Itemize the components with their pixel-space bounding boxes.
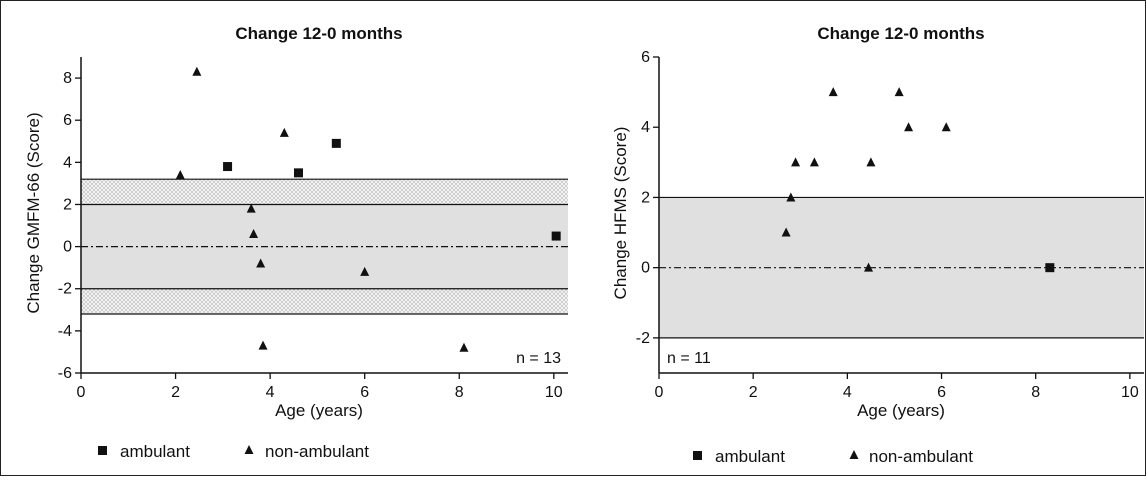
legend-right: ambulant non-ambulant <box>693 447 973 466</box>
legend-label-non-ambulant: non-ambulant <box>265 442 369 461</box>
legend-label-non-ambulant: non-ambulant <box>869 447 973 466</box>
x-tick-label: 4 <box>266 384 275 401</box>
chart-title: Change 12-0 months <box>235 24 402 43</box>
x-axis-title: Age (years) <box>857 401 945 420</box>
data-point-non-ambulant <box>360 266 370 276</box>
data-point-non-ambulant <box>781 227 791 237</box>
data-point-non-ambulant <box>809 157 819 167</box>
data-point-non-ambulant <box>786 192 796 202</box>
sample-size-label: n = 13 <box>516 350 561 367</box>
y-axis-title: Change HFMS (Score) <box>611 127 630 300</box>
legend-label-ambulant: ambulant <box>120 442 190 461</box>
data-point-non-ambulant <box>866 157 876 167</box>
data-point-non-ambulant <box>246 203 256 213</box>
data-point-ambulant <box>293 168 303 178</box>
data-point-ambulant <box>1045 263 1055 273</box>
data-point-non-ambulant <box>904 122 914 132</box>
chart-panel-left: Change 12-0 months -6 -4 -2 0 2 4 6 8 0 2 4 6 8 10 Ag… <box>24 24 568 420</box>
chart-panel-right: Change 12-0 months -2 0 2 4 6 0 2 4 6 8 10 Age (ye… <box>611 24 1144 420</box>
y-tick-label: -2 <box>636 330 650 347</box>
x-tick-label: 2 <box>749 384 758 401</box>
sample-size-label: n = 11 <box>667 350 711 367</box>
data-point-non-ambulant <box>256 258 266 268</box>
data-point-non-ambulant <box>258 340 268 350</box>
y-tick-label: -4 <box>58 323 72 340</box>
x-tick-label: 4 <box>843 384 852 401</box>
x-tick-label: 8 <box>455 384 464 401</box>
y-axis-title: Change GMFM-66 (Score) <box>24 112 43 313</box>
data-point-non-ambulant <box>459 342 469 352</box>
data-point-non-ambulant <box>249 228 259 238</box>
legend-triangle-marker <box>244 445 254 454</box>
chart-title: Change 12-0 months <box>817 24 984 43</box>
y-tick-label: 4 <box>63 154 72 171</box>
y-tick-label: 4 <box>641 119 650 136</box>
plot-area: -6 -4 -2 0 2 4 6 8 0 2 4 6 8 10 <box>58 57 568 401</box>
y-tick-label: 6 <box>63 112 72 129</box>
x-tick-label: 10 <box>1121 384 1139 401</box>
legend-triangle-marker <box>849 450 859 459</box>
y-tick-label: 0 <box>63 239 72 256</box>
x-axis-title: Age (years) <box>275 401 363 420</box>
y-tick-label: -2 <box>58 281 72 298</box>
data-point-ambulant <box>331 138 341 148</box>
data-point-non-ambulant <box>828 87 838 97</box>
legend-left: ambulant non-ambulant <box>98 442 369 461</box>
data-point-ambulant <box>223 162 233 172</box>
y-tick-label: -6 <box>58 365 72 382</box>
plot-area: -2 0 2 4 6 0 2 4 6 8 10 <box>636 49 1144 401</box>
y-tick-label: 2 <box>641 189 650 206</box>
y-tick-label: 8 <box>63 70 72 87</box>
legend-label-ambulant: ambulant <box>715 447 785 466</box>
x-tick-label: 8 <box>1031 384 1040 401</box>
data-point-non-ambulant <box>279 127 289 137</box>
x-tick-label: 0 <box>655 384 664 401</box>
data-point-non-ambulant <box>864 262 874 272</box>
x-tick-label: 6 <box>937 384 946 401</box>
data-point-non-ambulant <box>894 87 904 97</box>
y-tick-label: 6 <box>641 49 650 66</box>
data-point-non-ambulant <box>791 157 801 167</box>
x-tick-label: 10 <box>545 384 563 401</box>
data-point-ambulant <box>551 231 561 241</box>
data-point-non-ambulant <box>175 169 185 179</box>
x-tick-label: 0 <box>77 384 86 401</box>
y-tick-label: 0 <box>641 260 650 277</box>
legend-square-marker <box>98 446 107 455</box>
legend-square-marker <box>693 451 702 460</box>
data-point-non-ambulant <box>941 122 951 132</box>
data-point-non-ambulant <box>192 66 202 76</box>
x-tick-label: 2 <box>171 384 180 401</box>
x-tick-label: 6 <box>360 384 369 401</box>
y-tick-label: 2 <box>63 196 72 213</box>
